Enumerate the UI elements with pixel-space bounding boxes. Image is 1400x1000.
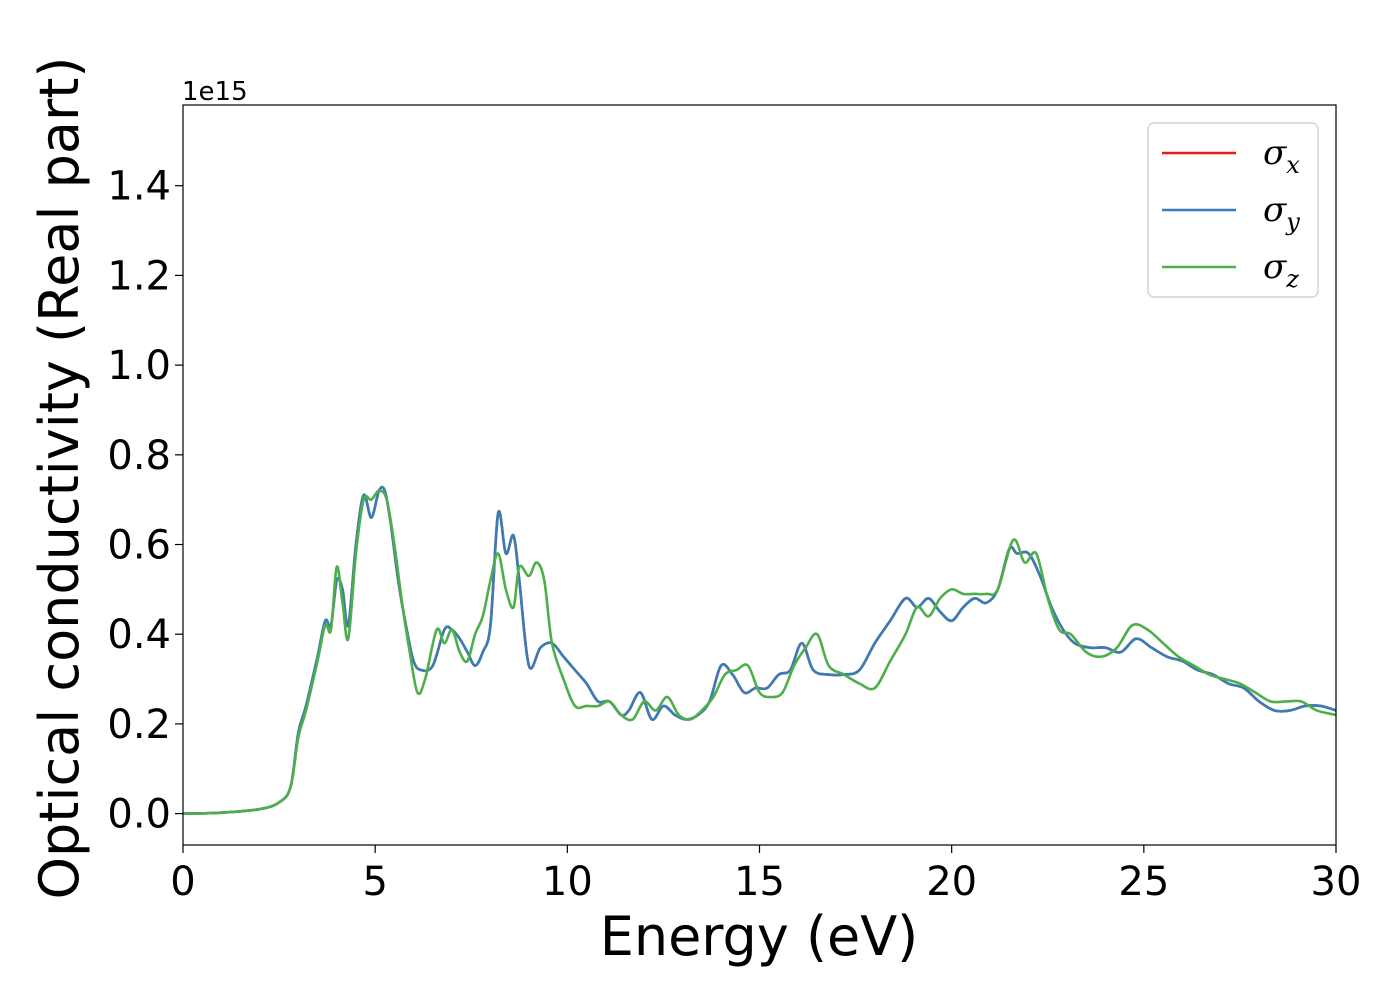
series-layer bbox=[183, 485, 1336, 815]
x-axis-title: Energy (eV) bbox=[600, 905, 919, 968]
series-line-y bbox=[183, 485, 1336, 815]
x-tick-label: 30 bbox=[1311, 859, 1362, 905]
x-tick-label: 20 bbox=[926, 859, 977, 905]
legend-subscript: y bbox=[1285, 208, 1300, 236]
y-tick-label: 1.4 bbox=[107, 164, 171, 210]
legend-symbol: σ bbox=[1263, 190, 1287, 230]
legend-subscript: x bbox=[1286, 151, 1300, 179]
x-tick-label: 5 bbox=[362, 859, 387, 905]
legend-label-z: σz bbox=[1263, 247, 1299, 293]
y-tick-label: 0.0 bbox=[107, 792, 171, 838]
y-tick-label: 1.2 bbox=[107, 253, 171, 299]
x-axis: 0 5 10 15 20 25 30 bbox=[170, 845, 1361, 905]
legend-symbol: σ bbox=[1263, 133, 1287, 173]
y-tick-label: 0.2 bbox=[107, 702, 171, 748]
y-tick-label: 0.4 bbox=[107, 612, 171, 658]
legend-label-x: σx bbox=[1263, 133, 1300, 179]
x-tick-label: 0 bbox=[170, 859, 195, 905]
x-tick-label: 10 bbox=[542, 859, 593, 905]
legend-label-y: σy bbox=[1263, 190, 1300, 236]
y-axis: 0.0 0.2 0.4 0.6 0.8 1.0 1.2 1.4 bbox=[107, 164, 183, 838]
y-tick-label: 1.0 bbox=[107, 343, 171, 389]
y-offset-label: 1e15 bbox=[182, 77, 248, 107]
y-tick-label: 0.6 bbox=[107, 523, 171, 569]
y-axis-title: Optical conductivity (Real part) bbox=[28, 57, 91, 900]
series-line-z bbox=[183, 489, 1336, 815]
y-tick-label: 0.8 bbox=[107, 433, 171, 479]
legend-subscript: z bbox=[1285, 265, 1299, 293]
legend-symbol: σ bbox=[1263, 247, 1287, 287]
x-tick-label: 15 bbox=[734, 859, 785, 905]
x-tick-label: 25 bbox=[1118, 859, 1169, 905]
